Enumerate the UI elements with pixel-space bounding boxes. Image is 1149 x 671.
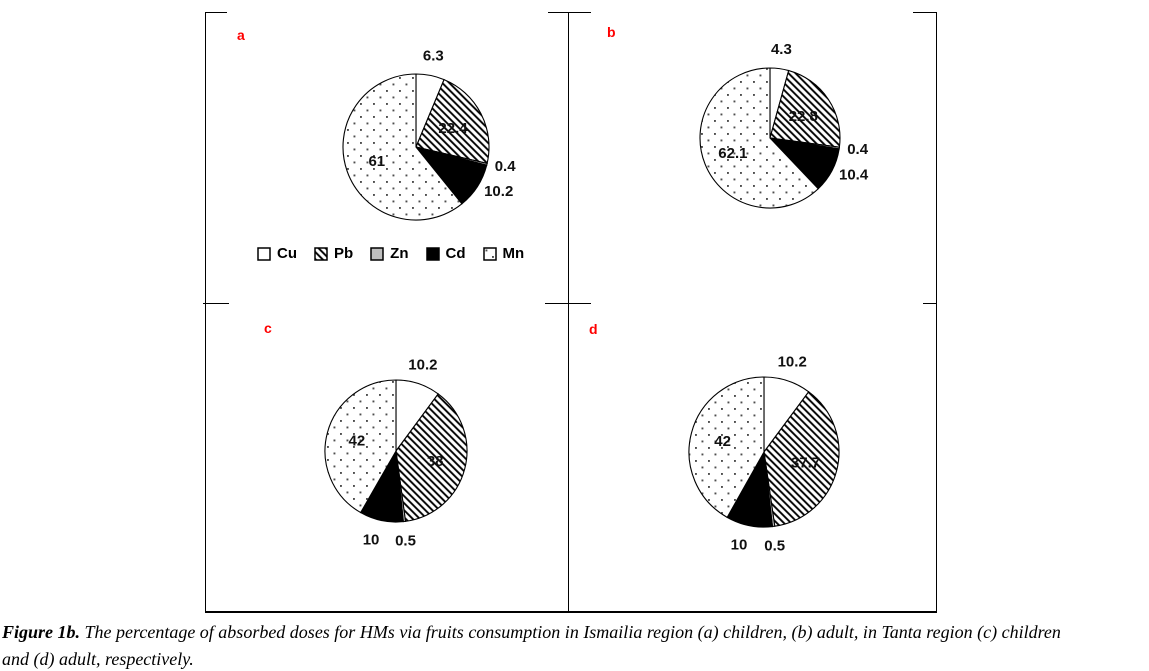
slice-label-pb: 22.8 (789, 108, 818, 125)
border-top-segment-middle (548, 12, 591, 13)
legend-label-zn: Zn (390, 245, 409, 262)
legend-swatch-mn-icon (482, 246, 497, 261)
pie-chart-a: 6.3 22.4 0.4 10.2 61 (342, 48, 517, 221)
pie-chart-b: 4.3 22.8 0.4 10.4 62.1 (699, 41, 869, 209)
slice-label-zn: 0.4 (847, 141, 869, 158)
border-vertical-right (936, 12, 937, 612)
legend-swatch-cd-icon (425, 246, 440, 261)
slice-label-pb: 37.7 (791, 455, 820, 472)
pie-slice-pb (769, 69, 841, 148)
border-bottom (205, 611, 937, 613)
legend-label-pb: Pb (334, 245, 354, 262)
slice-label-zn: 0.5 (764, 537, 785, 554)
slice-label-cd: 10 (731, 536, 748, 553)
slice-label-cd: 10.2 (484, 183, 513, 200)
pie-slice-pb (395, 393, 468, 522)
legend-item-cd: Cd (425, 245, 466, 262)
panel-letter-b: b (607, 24, 616, 40)
legend-item-mn: Mn (482, 245, 525, 262)
legend-label-cd: Cd (445, 245, 466, 262)
slice-label-mn: 61 (368, 153, 385, 170)
legend-swatch-pb-icon (314, 246, 328, 261)
slice-label-pb: 38 (427, 453, 444, 470)
pie-chart-d: 10.2 37.7 0.5 10 42 (688, 354, 840, 554)
caption-text-1: The percentage of absorbed doses for HMs… (84, 622, 1061, 642)
pie-slice-mn (699, 67, 820, 209)
panel-letter-d: d (589, 321, 598, 337)
slice-label-mn: 42 (349, 433, 366, 450)
pie-slice-pb (415, 78, 490, 165)
legend-label-cu: Cu (277, 245, 297, 262)
slice-label-cd: 10.4 (839, 166, 869, 183)
legend-item-cu: Cu (257, 245, 297, 262)
pie-chart-c: 10.2 38 0.5 10 42 (324, 356, 468, 549)
figure-caption: Figure 1b. The percentage of absorbed do… (2, 619, 1148, 671)
slice-label-cu: 4.3 (771, 41, 792, 58)
legend: Cu Pb Zn Cd Mn (257, 245, 524, 262)
border-mid-segment-middle (545, 303, 591, 304)
slice-label-cu: 10.2 (408, 356, 437, 373)
border-vertical-left (205, 12, 206, 612)
legend-label-mn: Mn (502, 245, 525, 262)
slice-label-cu: 6.3 (423, 48, 444, 65)
border-mid-segment-left (203, 303, 229, 304)
slice-label-zn: 0.5 (395, 532, 416, 549)
slice-label-mn: 62.1 (718, 145, 747, 162)
legend-swatch-cu-icon (257, 246, 271, 261)
pie-slice-mn (688, 376, 765, 519)
legend-item-zn: Zn (370, 245, 409, 262)
border-mid-segment-right (923, 303, 937, 304)
panel-letter-a: a (237, 27, 245, 43)
caption-text-2: and (d) adult, respectively. (2, 649, 194, 669)
legend-swatch-zn-icon (370, 246, 384, 261)
slice-label-pb: 22.4 (438, 120, 468, 137)
caption-line-1: Figure 1b. The percentage of absorbed do… (2, 619, 1148, 646)
slice-label-cu: 10.2 (778, 354, 807, 371)
border-top-segment-right (913, 12, 937, 13)
slice-label-cd: 10 (363, 531, 380, 548)
legend-item-pb: Pb (314, 245, 353, 262)
slice-label-mn: 42 (714, 433, 731, 450)
slice-label-zn: 0.4 (495, 158, 517, 175)
pie-slice-mn (342, 73, 463, 221)
pie-slice-mn (324, 379, 397, 514)
pie-slice-pb (763, 391, 840, 527)
border-top-segment-left (205, 12, 227, 13)
panel-letter-c: c (264, 320, 272, 336)
border-vertical-middle (568, 12, 569, 612)
caption-figure-label: Figure 1b. (2, 622, 81, 642)
caption-line-2: and (d) adult, respectively. (2, 646, 1148, 671)
